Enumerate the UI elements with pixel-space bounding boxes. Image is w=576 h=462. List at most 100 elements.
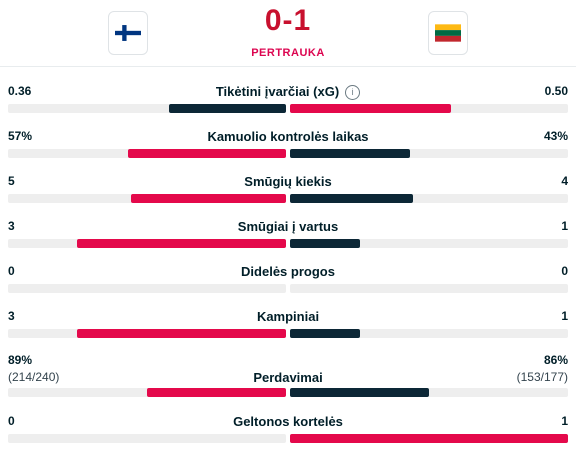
home-bar-track <box>8 194 286 203</box>
away-bar-fill <box>290 239 360 248</box>
away-value: 1 <box>561 309 568 323</box>
stat-bars <box>0 194 576 203</box>
away-value: 43% <box>544 129 568 143</box>
stat-row: 57% 43% Kamuolio kontrolės laikas <box>0 129 576 169</box>
stat-bars <box>0 239 576 248</box>
stat-bars <box>0 149 576 158</box>
lithuania-flag-icon <box>435 24 461 42</box>
stat-row: 0 1 Geltonos kortelės <box>0 414 576 454</box>
away-value: 0 <box>561 264 568 278</box>
stat-bars <box>0 329 576 338</box>
home-team-flag[interactable] <box>108 11 148 55</box>
away-value-text: 86% <box>543 353 568 367</box>
stat-label: Didelės progos <box>0 264 576 279</box>
away-bar-fill <box>290 194 413 203</box>
home-value-text: 0 <box>8 264 15 278</box>
stat-row: 0.36 0.50 Tikėtini įvarčiai (xG) i <box>0 84 576 124</box>
home-bar-track <box>8 434 286 443</box>
stat-label: Smūgių kiekis <box>0 174 576 189</box>
home-value-text: 0 <box>8 414 15 428</box>
home-value-detail: (214/240) <box>8 370 60 384</box>
away-value-text: 1 <box>561 309 568 323</box>
away-bar-track <box>290 388 568 397</box>
home-value: 5 <box>8 174 15 188</box>
finland-flag-icon <box>115 25 141 41</box>
home-bar-fill <box>77 239 286 248</box>
stat-label: Tikėtini įvarčiai (xG) i <box>0 84 576 100</box>
stat-bars <box>0 104 576 113</box>
home-bar-track <box>8 329 286 338</box>
home-bar-track <box>8 149 286 158</box>
home-bar-track <box>8 104 286 113</box>
home-value: 57% <box>8 129 32 143</box>
away-team-flag[interactable] <box>428 11 468 55</box>
home-value-text: 3 <box>8 219 15 233</box>
away-value: 4 <box>561 174 568 188</box>
stat-label-text: Kampiniai <box>256 309 320 324</box>
stat-label: Kampiniai <box>0 309 576 324</box>
home-value-text: 5 <box>8 174 15 188</box>
home-bar-track <box>8 239 286 248</box>
stat-label-text: Smūgių kiekis <box>244 174 332 189</box>
match-status: PERTRAUKA <box>251 47 325 59</box>
home-value-text: 89% <box>8 353 33 367</box>
match-header: 0-1 PERTRAUKA <box>0 0 576 67</box>
home-value: 3 <box>8 309 15 323</box>
away-value-text: 4 <box>561 174 568 188</box>
stat-label-text: Didelės progos <box>241 264 335 279</box>
away-bar-track <box>290 104 568 113</box>
info-icon[interactable]: i <box>345 85 361 100</box>
stat-bars <box>0 284 576 293</box>
away-value: 1 <box>561 414 568 428</box>
home-value: 0 <box>8 264 15 278</box>
stat-row: 3 1 Kampiniai <box>0 309 576 349</box>
home-bar-track <box>8 284 286 293</box>
away-bar-track <box>290 239 568 248</box>
home-value-text: 0.36 <box>8 84 32 98</box>
home-value-text: 57% <box>8 129 33 143</box>
away-value-text: 1 <box>561 219 568 233</box>
stat-label-text: Tikėtini įvarčiai (xG) <box>215 84 340 99</box>
stat-label-text: Kamuolio kontrolės laikas <box>207 129 369 144</box>
away-bar-fill <box>290 329 360 338</box>
away-bar-track <box>290 329 568 338</box>
away-value-detail: (153/177) <box>516 370 568 384</box>
away-bar-fill <box>290 388 429 397</box>
stat-label-text: Smūgiai į vartus <box>237 219 339 234</box>
away-bar-track <box>290 284 568 293</box>
home-value: 89% (214/240) <box>8 353 59 384</box>
away-value: 86% (153/177) <box>517 353 568 384</box>
away-value-text: 1 <box>561 414 568 428</box>
match-score: 0-1 <box>264 4 312 37</box>
stat-label: Smūgiai į vartus <box>0 219 576 234</box>
stat-row: 89% (214/240) 86% (153/177) Perdavimai <box>0 353 576 397</box>
home-value: 0.36 <box>8 84 31 98</box>
away-bar-fill <box>290 434 568 443</box>
away-value: 0.50 <box>545 84 568 98</box>
stat-row: 5 4 Smūgių kiekis <box>0 174 576 214</box>
away-bar-fill <box>290 104 451 113</box>
home-bar-fill <box>128 149 286 158</box>
home-bar-fill <box>169 104 286 113</box>
away-bar-track <box>290 434 568 443</box>
stat-label-text: Geltonos kortelės <box>233 414 343 429</box>
stat-bars <box>0 388 576 397</box>
home-bar-fill <box>147 388 286 397</box>
home-bar-fill <box>131 194 286 203</box>
away-bar-track <box>290 194 568 203</box>
away-value-text: 0.50 <box>544 84 568 98</box>
home-value-text: 3 <box>8 309 15 323</box>
home-value: 0 <box>8 414 15 428</box>
away-value-text: 43% <box>543 129 568 143</box>
away-bar-track <box>290 149 568 158</box>
stat-row: 3 1 Smūgiai į vartus <box>0 219 576 259</box>
stat-row: 0 0 Didelės progos <box>0 264 576 304</box>
stat-label: Perdavimai <box>0 370 576 385</box>
stat-label: Geltonos kortelės <box>0 414 576 429</box>
stat-bars <box>0 434 576 443</box>
stat-label-text: Perdavimai <box>253 370 323 385</box>
home-bar-track <box>8 388 286 397</box>
away-bar-fill <box>290 149 410 158</box>
away-value: 1 <box>561 219 568 233</box>
away-value-text: 0 <box>561 264 568 278</box>
